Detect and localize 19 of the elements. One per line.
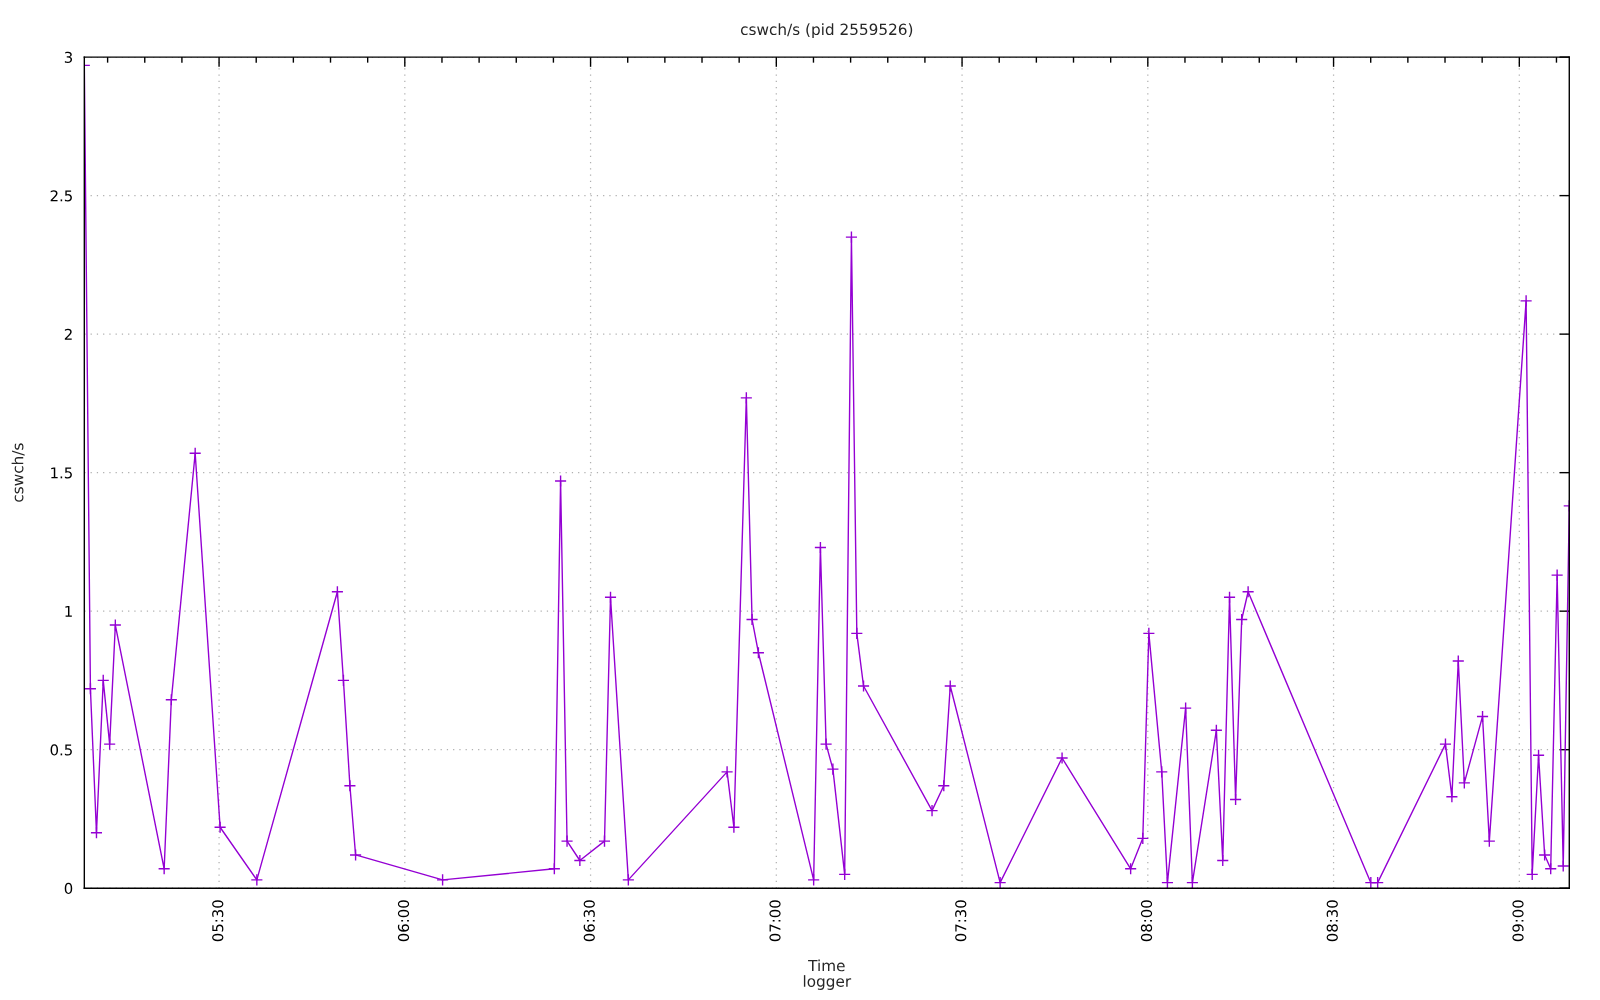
y-tick-label: 0	[64, 882, 73, 895]
y-tick-label: 2.5	[50, 190, 72, 202]
y-tick-label: 3	[64, 51, 73, 63]
x-tick-label: 07:30	[955, 900, 967, 942]
x-tick-label: 08:30	[1326, 900, 1338, 942]
y-tick-label: 1.5	[51, 467, 72, 479]
chart-title: cswch/s (pid 2559526)	[740, 23, 913, 39]
x-tick-label: 06:00	[397, 900, 410, 942]
x-axis-title: Time	[808, 959, 845, 972]
x-tick-label: 09:00	[1512, 900, 1524, 942]
x-tick-label: 06:30	[583, 900, 595, 942]
text: logger	[803, 975, 852, 990]
x-tick-label: 08:00	[1140, 900, 1153, 942]
y-axis-title: cswch/s	[11, 443, 25, 502]
y-tick-label: 1	[65, 605, 72, 617]
y-tick-label: 2	[64, 328, 72, 340]
x-tick-label: 07:00	[769, 900, 781, 942]
x-tick-label: 05:30	[212, 900, 224, 942]
y-tick-label: 0.5	[50, 744, 72, 756]
